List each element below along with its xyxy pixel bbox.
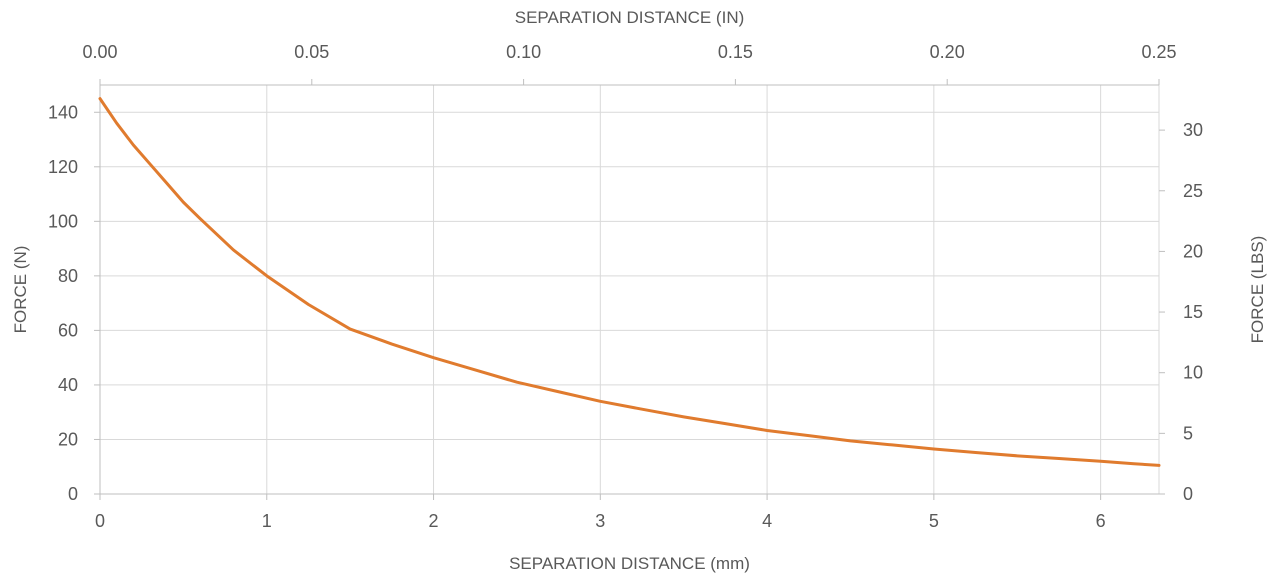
y-tick-label: 0 bbox=[68, 484, 78, 504]
right-y-tick-label: 5 bbox=[1183, 423, 1193, 443]
x-tick-label: 2 bbox=[429, 511, 439, 531]
y-tick-label: 100 bbox=[48, 211, 78, 231]
right-y-tick-label: 20 bbox=[1183, 241, 1203, 261]
y-tick-label: 60 bbox=[58, 320, 78, 340]
axes bbox=[94, 79, 1165, 500]
x-tick-label: 1 bbox=[262, 511, 272, 531]
x-tick-label: 6 bbox=[1096, 511, 1106, 531]
y-tick-label: 40 bbox=[58, 375, 78, 395]
top-x-tick-label: 0.10 bbox=[506, 42, 541, 62]
top-x-tick-label: 0.25 bbox=[1141, 42, 1176, 62]
top-x-tick-label: 0.15 bbox=[718, 42, 753, 62]
y-axis-title: FORCE (N) bbox=[11, 246, 30, 334]
y-tick-label: 20 bbox=[58, 429, 78, 449]
right-y-axis-title: FORCE (LBS) bbox=[1248, 236, 1267, 344]
right-y-tick-label: 30 bbox=[1183, 120, 1203, 140]
x-tick-label: 5 bbox=[929, 511, 939, 531]
top-x-tick-label: 0.05 bbox=[294, 42, 329, 62]
plot-area bbox=[98, 97, 1161, 467]
x-tick-label: 0 bbox=[95, 511, 105, 531]
force-curve bbox=[98, 97, 1161, 467]
grid-lines bbox=[100, 85, 1160, 494]
x-axis-title: SEPARATION DISTANCE (mm) bbox=[509, 554, 750, 573]
top-x-axis-title: SEPARATION DISTANCE (IN) bbox=[515, 8, 745, 27]
x-tick-label: 4 bbox=[762, 511, 772, 531]
y-tick-label: 140 bbox=[48, 102, 78, 122]
y-tick-label: 120 bbox=[48, 157, 78, 177]
top-x-tick-label: 0.00 bbox=[82, 42, 117, 62]
top-x-tick-label: 0.20 bbox=[930, 42, 965, 62]
right-y-tick-label: 15 bbox=[1183, 302, 1203, 322]
x-tick-label: 3 bbox=[595, 511, 605, 531]
y-tick-label: 80 bbox=[58, 266, 78, 286]
right-y-tick-label: 25 bbox=[1183, 181, 1203, 201]
right-y-tick-label: 0 bbox=[1183, 484, 1193, 504]
right-y-tick-label: 10 bbox=[1183, 363, 1203, 383]
